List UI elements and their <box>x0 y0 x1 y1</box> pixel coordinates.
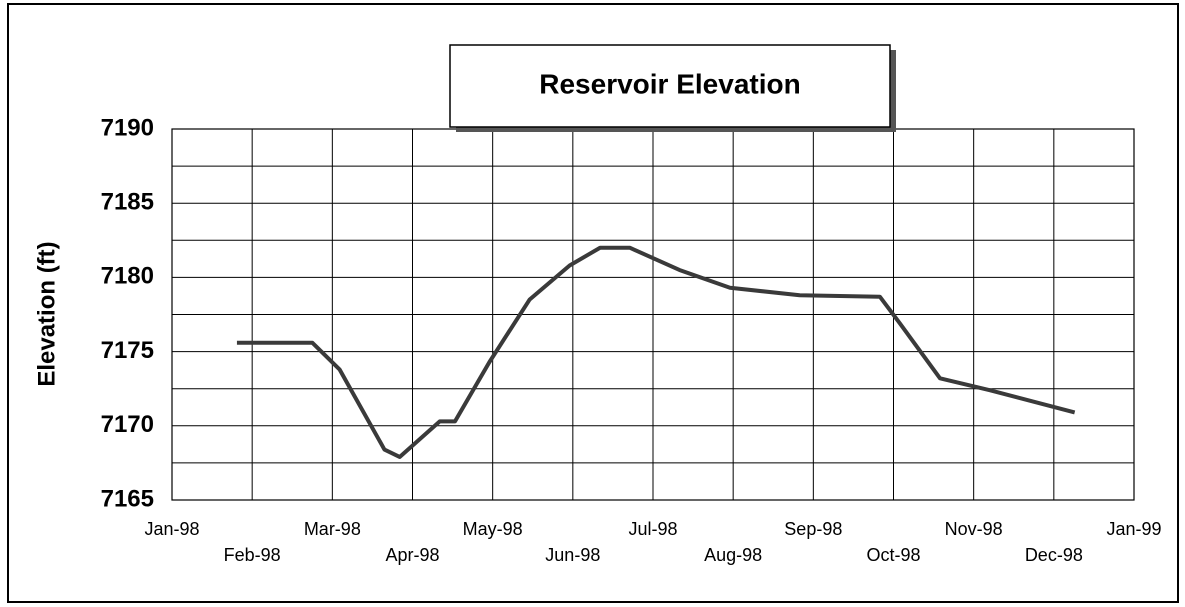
y-tick-label: 7185 <box>101 189 154 216</box>
y-tick-label: 7190 <box>101 114 154 141</box>
title-box <box>449 44 891 128</box>
x-tick-label: Nov-98 <box>945 519 1003 539</box>
x-tick-label: Feb-98 <box>224 545 281 565</box>
chart-title: Reservoir Elevation <box>539 68 800 99</box>
x-tick-label: Jan-98 <box>144 519 199 539</box>
y-tick-label: 7180 <box>101 263 154 290</box>
y-tick-label: 7170 <box>101 411 154 438</box>
x-tick-label: Mar-98 <box>304 519 361 539</box>
x-tick-label: Aug-98 <box>704 545 762 565</box>
x-tick-label: Apr-98 <box>385 545 439 565</box>
x-tick-label: Oct-98 <box>866 545 920 565</box>
y-axis-label: Elevation (ft) <box>33 241 60 386</box>
y-tick-label: 7175 <box>101 337 154 364</box>
x-tick-label: Jan-99 <box>1106 519 1161 539</box>
x-tick-label: Jul-98 <box>628 519 677 539</box>
x-tick-label: May-98 <box>463 519 523 539</box>
y-tick-label: 7165 <box>101 485 154 512</box>
x-tick-label: Sep-98 <box>784 519 842 539</box>
x-tick-label: Dec-98 <box>1025 545 1083 565</box>
frame <box>7 3 1179 603</box>
data-line <box>236 245 1076 459</box>
x-tick-label: Jun-98 <box>545 545 600 565</box>
